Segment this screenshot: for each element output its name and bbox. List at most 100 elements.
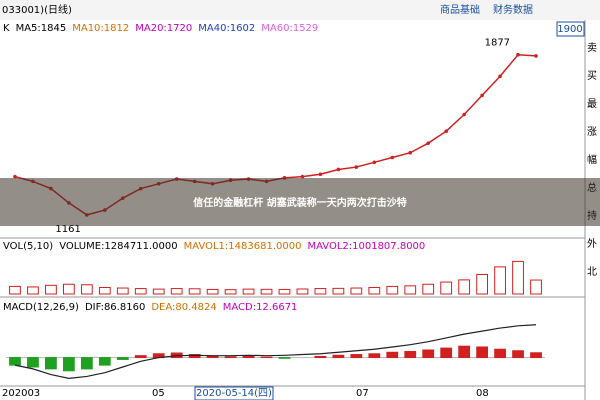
bar — [404, 285, 417, 295]
bar — [188, 354, 201, 359]
bar — [27, 286, 39, 295]
bar — [242, 355, 255, 359]
legend-text: MAVOL1:1483681.0000 — [184, 241, 302, 252]
price-point — [444, 129, 448, 134]
bar — [278, 357, 291, 359]
bar — [368, 353, 381, 359]
bar — [530, 279, 542, 295]
annotation: 1877 — [485, 38, 510, 49]
price-point — [534, 54, 538, 58]
date-label: 05 — [152, 388, 165, 399]
cursor-date-box — [194, 386, 274, 400]
legend-text: DEA:80.4824 — [151, 302, 216, 313]
bar — [458, 279, 471, 295]
legend-text: MACD(12,26,9) — [3, 302, 79, 313]
price-point — [516, 52, 520, 57]
bar — [404, 351, 417, 359]
date-label: 07 — [356, 388, 369, 399]
sidebar-item: 买 — [587, 70, 597, 82]
bar — [476, 273, 489, 295]
bar — [350, 287, 363, 295]
bar — [422, 349, 435, 359]
price-point — [480, 93, 484, 98]
price-point — [372, 160, 377, 165]
bar — [116, 287, 129, 295]
bar — [116, 357, 129, 360]
bar — [188, 288, 201, 295]
bar — [242, 288, 255, 295]
bar — [314, 288, 327, 295]
tab[interactable]: 商品基础 — [440, 3, 480, 16]
bar — [296, 288, 309, 295]
legend-text: DIF:86.8160 — [85, 302, 145, 313]
bar — [62, 283, 75, 295]
window-title: 033001)(日线) — [2, 3, 72, 16]
bar — [170, 288, 183, 295]
price-point — [498, 74, 502, 79]
legend-text: MA10:1812 — [72, 23, 129, 34]
bar — [152, 288, 165, 295]
bar — [98, 286, 111, 295]
bar — [80, 284, 93, 295]
price-point — [426, 141, 431, 145]
bar — [476, 346, 489, 359]
bar — [224, 356, 237, 359]
legend-text: MA5:1845 — [16, 23, 67, 34]
bar — [458, 345, 471, 359]
cursor-date: 2020-05-14(四) — [196, 388, 272, 399]
legend-text: MA60:1529 — [261, 23, 318, 34]
bar — [350, 354, 363, 359]
bar — [440, 347, 453, 359]
bar — [314, 355, 327, 359]
sidebar-item: 外 — [587, 238, 597, 250]
legend-text: MAVOL2:1001807.8000 — [307, 241, 425, 252]
sidebar-item: 北 — [587, 266, 597, 278]
top-bar — [0, 0, 600, 20]
bar — [494, 266, 506, 295]
price-point — [390, 155, 395, 160]
sidebar-item: 最 — [587, 98, 597, 110]
bar — [530, 352, 542, 359]
bar — [224, 289, 237, 295]
price-point — [336, 167, 341, 172]
bar — [62, 357, 75, 372]
bar — [27, 357, 39, 368]
tab[interactable]: 财务数据 — [493, 3, 533, 16]
bar — [278, 288, 291, 295]
headline: 信任的金融杠杆 胡塞武装称一天内两次打击沙特 — [193, 196, 406, 209]
price-point — [408, 150, 413, 155]
bar — [9, 285, 21, 295]
bar — [368, 286, 381, 295]
bar — [512, 350, 524, 359]
bar — [422, 283, 435, 295]
bar — [260, 288, 273, 295]
bar — [386, 285, 399, 295]
sidebar-item: 涨 — [587, 126, 597, 138]
bar — [206, 355, 219, 359]
bar — [134, 355, 147, 359]
legend-text: MA40:1602 — [198, 23, 255, 34]
legend-text: MA20:1720 — [135, 23, 192, 34]
annotation: 1161 — [55, 224, 80, 235]
legend-text: VOL(5,10) — [3, 241, 53, 252]
bar — [134, 288, 147, 295]
bar — [98, 357, 111, 366]
bar — [494, 348, 506, 359]
price-point — [318, 172, 323, 177]
price-box-text: 1900 — [557, 24, 582, 35]
date-label: 08 — [476, 388, 489, 399]
price-box — [556, 21, 585, 37]
bar — [9, 357, 21, 366]
price-point — [354, 165, 359, 169]
bar — [512, 260, 524, 295]
bar — [45, 357, 57, 370]
sidebar-item: 幅 — [587, 153, 597, 166]
price-point — [13, 174, 17, 179]
bar — [45, 284, 57, 295]
price-point — [462, 112, 466, 117]
sidebar-item: 卖 — [587, 42, 597, 54]
bar — [440, 281, 453, 295]
bar — [386, 351, 399, 359]
dif-line — [14, 324, 537, 379]
